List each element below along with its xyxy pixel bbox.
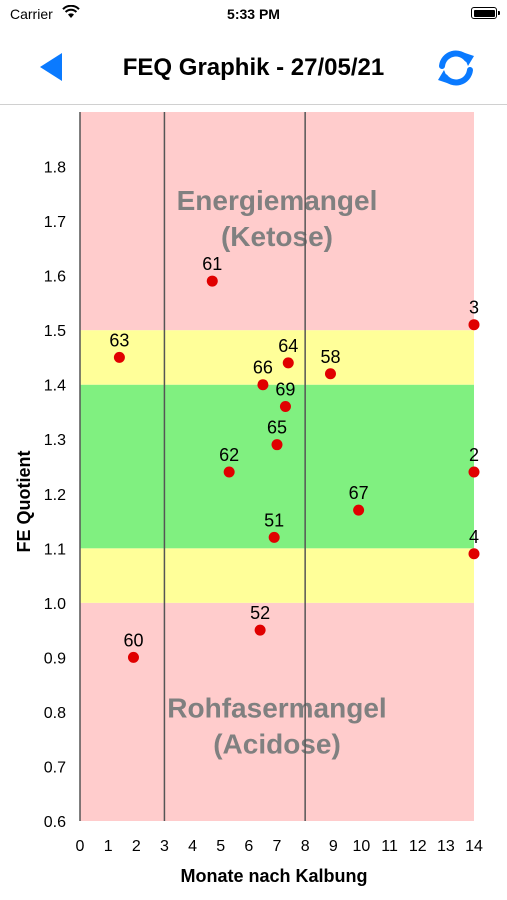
x-tick-label: 8	[301, 838, 310, 855]
y-tick-label: 1.0	[44, 596, 66, 613]
data-point-label-66: 66	[253, 358, 273, 378]
y-tick-label: 1.4	[44, 378, 66, 395]
wifi-icon	[62, 5, 80, 18]
zone-band-0	[80, 602, 474, 821]
x-tick-label: 0	[76, 838, 85, 855]
x-tick-label: 3	[160, 838, 169, 855]
data-point-label-60: 60	[123, 630, 143, 650]
x-tick-label: 12	[409, 838, 427, 855]
x-tick-label: 5	[216, 838, 225, 855]
data-point-51	[268, 531, 280, 543]
data-point-label-64: 64	[278, 336, 298, 356]
x-tick-label: 2	[132, 838, 141, 855]
y-tick-label: 1.2	[44, 487, 66, 504]
data-point-label-2: 2	[469, 445, 479, 465]
data-point-label-51: 51	[264, 510, 284, 530]
data-point-65	[271, 439, 283, 451]
zone-band-1	[80, 548, 474, 603]
data-point-label-3: 3	[469, 298, 479, 318]
data-point-4	[468, 548, 480, 560]
y-tick-label: 1.1	[44, 541, 66, 558]
data-point-58	[324, 368, 336, 380]
y-axis-title: FE Quotient	[14, 451, 34, 553]
data-point-2	[468, 466, 480, 478]
data-point-64	[282, 357, 294, 369]
y-tick-label: 1.8	[44, 160, 66, 177]
y-tick-label: 0.8	[44, 705, 66, 722]
x-tick-label: 13	[437, 838, 455, 855]
data-point-3	[468, 319, 480, 331]
y-tick-label: 0.7	[44, 759, 66, 776]
zone-band-4	[80, 112, 474, 331]
data-point-66	[257, 379, 269, 391]
data-point-label-61: 61	[202, 254, 222, 274]
data-point-63	[113, 351, 125, 363]
x-tick-label: 14	[465, 838, 483, 855]
data-point-67	[353, 504, 365, 516]
y-tick-label: 0.6	[44, 814, 66, 831]
zone-annotation-1-line-1: (Acidose)	[213, 728, 341, 759]
data-point-label-4: 4	[469, 527, 479, 547]
zone-annotation-0-line-1: (Ketose)	[221, 221, 333, 252]
x-tick-label: 1	[104, 838, 113, 855]
data-point-label-69: 69	[275, 380, 295, 400]
data-point-label-67: 67	[349, 483, 369, 503]
data-point-60	[127, 651, 139, 663]
y-tick-label: 1.6	[44, 269, 66, 286]
y-tick-label: 1.7	[44, 214, 66, 231]
data-point-69	[279, 401, 291, 413]
y-tick-label: 1.5	[44, 323, 66, 340]
x-tick-label: 7	[273, 838, 282, 855]
zone-band-2	[80, 384, 474, 549]
page-title: FEQ Graphik - 27/05/21	[122, 54, 385, 81]
x-axis-title: Monate nach Kalbung	[180, 866, 367, 886]
x-tick-label: 11	[381, 838, 398, 855]
data-point-52	[254, 624, 266, 636]
data-point-label-62: 62	[219, 445, 239, 465]
data-point-62	[223, 466, 235, 478]
x-tick-label: 10	[353, 838, 371, 855]
data-point-61	[206, 275, 218, 287]
y-tick-label: 0.9	[44, 650, 66, 667]
zone-annotation-1-line-0: Rohfasermangel	[167, 692, 386, 723]
data-point-label-58: 58	[320, 347, 340, 367]
x-tick-label: 4	[188, 838, 197, 855]
battery-icon	[471, 7, 500, 19]
clock: 5:33 PM	[227, 6, 280, 22]
data-point-label-52: 52	[250, 603, 270, 623]
feq-chart: Energiemangel (Ketose) Rohfasermangel (Acid…	[14, 112, 483, 886]
y-tick-label: 1.3	[44, 432, 66, 449]
zone-band-3	[80, 330, 474, 385]
navigation-bar: FEQ Graphik - 27/05/21	[0, 30, 507, 105]
data-point-label-65: 65	[267, 418, 287, 438]
back-triangle-icon[interactable]	[36, 50, 70, 84]
carrier-label: Carrier	[10, 6, 53, 22]
zone-annotation-0-line-0: Energiemangel	[177, 185, 378, 216]
data-point-label-63: 63	[109, 330, 129, 350]
refresh-icon[interactable]	[436, 48, 476, 88]
status-bar: Carrier 5:33 PM	[0, 0, 507, 30]
x-tick-label: 6	[244, 838, 253, 855]
x-tick-label: 9	[329, 838, 338, 855]
